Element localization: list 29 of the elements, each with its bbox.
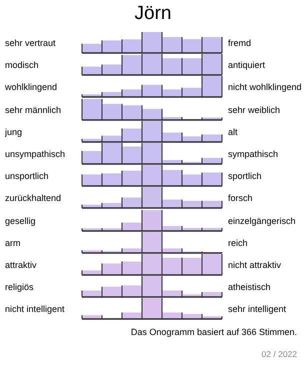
y2-axis-title: antiquiert [228,60,266,70]
text: Das Onogramm basiert auf 366 Stimmen. [130,327,297,337]
y-axis-title: jung [5,126,22,137]
y2-axis-title: nicht attraktiv [228,260,282,270]
y-axis-title: sehr vertraut [5,38,56,48]
y2-axis-title: nicht wohlklingend [228,82,302,92]
y2-axis-title: sehr weiblich [228,104,280,115]
y2-axis-title: einzelgängerisch [228,216,296,226]
text: 02 / 2022 [262,349,297,359]
y-axis-title: nicht intelligent [5,304,65,314]
y-axis-title: gesellig [5,216,36,226]
y-axis-title: arm [5,238,20,248]
y-axis-title: modisch [5,60,39,70]
y2-axis-title: sehr intelligent [228,304,286,314]
y2-axis-title: sympathisch [228,149,278,159]
y2-axis-title: alt [228,126,238,137]
y-axis-title: unsportlich [5,171,49,182]
y-axis-title: attraktiv [5,260,37,270]
y-axis-title: wohlklingend [5,82,58,92]
chart-title: Jörn [134,3,172,25]
y2-axis-title: forsch [228,193,253,204]
y2-axis-title: atheistisch [228,282,271,292]
y-axis-title: religiös [5,282,34,292]
y2-axis-title: fremd [228,38,252,48]
y-axis-title: zurückhaltend [5,193,62,204]
y-axis-title: unsympathisch [5,149,66,159]
y2-axis-title: reich [228,238,248,248]
y2-axis-title: sportlich [228,171,262,182]
y-axis-title: sehr männlich [5,104,62,115]
